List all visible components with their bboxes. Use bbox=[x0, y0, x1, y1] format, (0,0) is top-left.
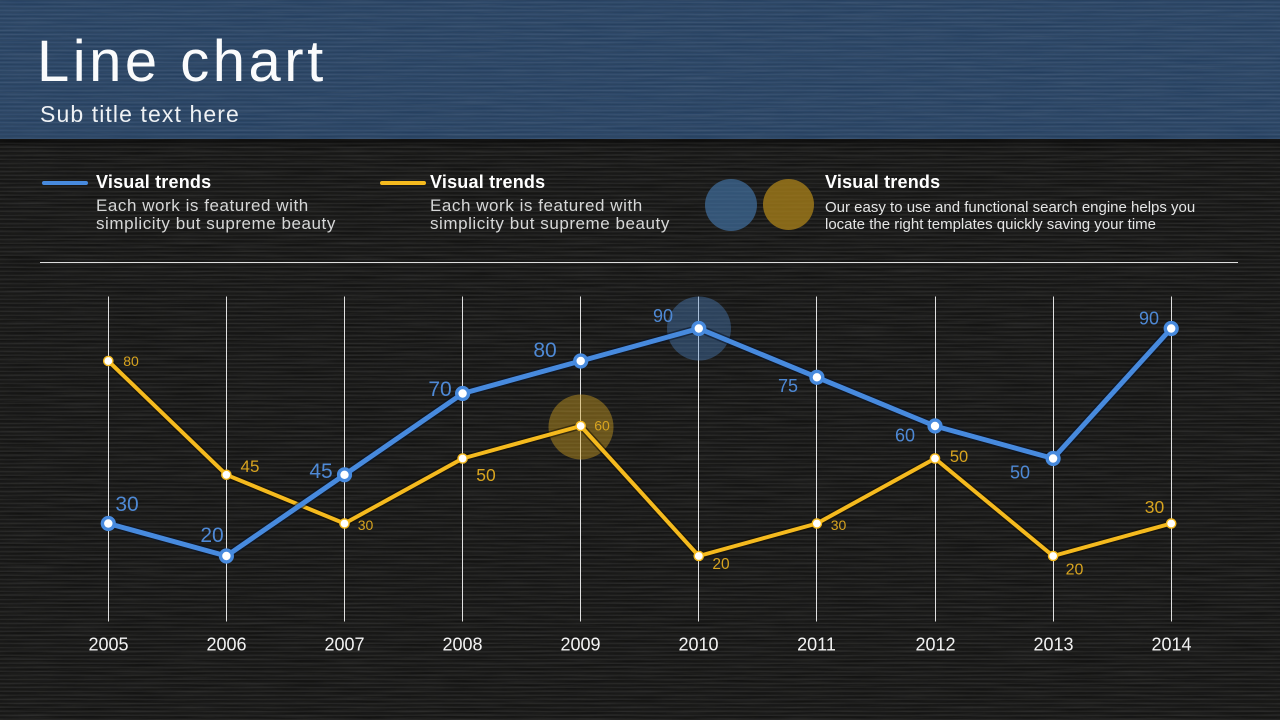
svg-text:2010: 2010 bbox=[678, 635, 718, 655]
svg-text:30: 30 bbox=[115, 493, 138, 516]
svg-text:2006: 2006 bbox=[206, 635, 246, 655]
svg-text:2014: 2014 bbox=[1151, 635, 1191, 655]
svg-text:45: 45 bbox=[241, 457, 260, 476]
svg-text:2009: 2009 bbox=[560, 635, 600, 655]
svg-text:50: 50 bbox=[1010, 463, 1030, 483]
svg-text:2013: 2013 bbox=[1033, 635, 1073, 655]
svg-text:60: 60 bbox=[594, 418, 610, 434]
svg-text:2005: 2005 bbox=[88, 635, 128, 655]
svg-text:30: 30 bbox=[1145, 497, 1165, 517]
svg-text:80: 80 bbox=[533, 339, 556, 362]
svg-text:30: 30 bbox=[831, 517, 847, 533]
svg-text:90: 90 bbox=[653, 306, 673, 326]
svg-text:20: 20 bbox=[712, 556, 730, 573]
svg-text:50: 50 bbox=[950, 448, 968, 466]
svg-text:20: 20 bbox=[200, 524, 223, 547]
svg-text:60: 60 bbox=[895, 426, 915, 446]
svg-text:2012: 2012 bbox=[915, 635, 955, 655]
svg-text:75: 75 bbox=[778, 376, 798, 396]
svg-text:2011: 2011 bbox=[797, 635, 836, 655]
svg-text:50: 50 bbox=[476, 465, 496, 485]
svg-text:2007: 2007 bbox=[324, 635, 364, 655]
svg-text:20: 20 bbox=[1066, 562, 1084, 579]
svg-text:2008: 2008 bbox=[442, 635, 482, 655]
svg-text:45: 45 bbox=[309, 460, 332, 483]
svg-text:70: 70 bbox=[428, 378, 451, 401]
svg-text:90: 90 bbox=[1139, 309, 1159, 329]
svg-text:80: 80 bbox=[123, 353, 139, 369]
svg-text:30: 30 bbox=[358, 517, 374, 533]
